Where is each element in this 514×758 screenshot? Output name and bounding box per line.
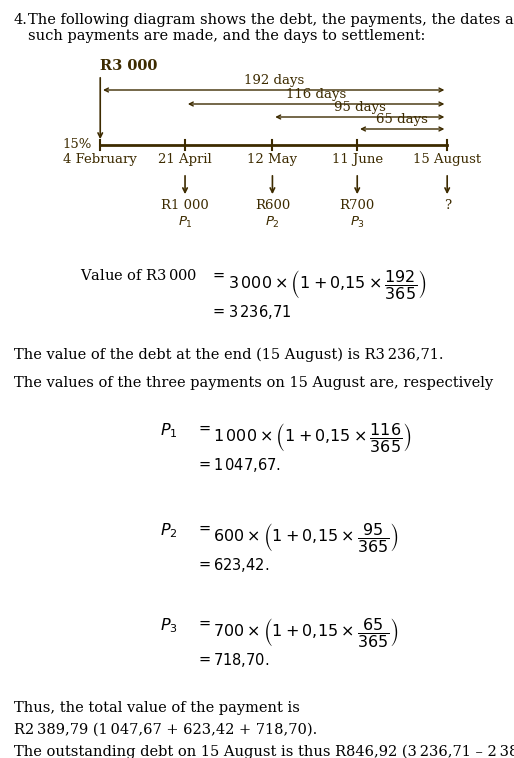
Text: Thus, the total value of the payment is: Thus, the total value of the payment is bbox=[14, 701, 300, 715]
Text: 15%: 15% bbox=[63, 137, 92, 151]
Text: The values of the three payments on 15 August are, respectively: The values of the three payments on 15 A… bbox=[14, 376, 493, 390]
Text: $\mathit{P}_3$: $\mathit{P}_3$ bbox=[350, 215, 365, 230]
Text: such payments are made, and the days to settlement:: such payments are made, and the days to … bbox=[28, 29, 426, 43]
Text: 21 April: 21 April bbox=[158, 153, 212, 166]
Text: R2 389,79 (1 047,67 + 623,42 + 718,70).: R2 389,79 (1 047,67 + 623,42 + 718,70). bbox=[14, 723, 317, 737]
Text: $=$: $=$ bbox=[196, 457, 211, 471]
Text: 116 days: 116 days bbox=[286, 88, 346, 101]
Text: $P_2$: $P_2$ bbox=[160, 521, 178, 540]
Text: $=$: $=$ bbox=[196, 557, 211, 571]
Text: 192 days: 192 days bbox=[244, 74, 304, 87]
Text: 11 June: 11 June bbox=[332, 153, 383, 166]
Text: 95 days: 95 days bbox=[334, 101, 386, 114]
Text: $623{,}42.$: $623{,}42.$ bbox=[213, 556, 269, 574]
Text: The following diagram shows the debt, the payments, the dates at which: The following diagram shows the debt, th… bbox=[28, 13, 514, 27]
Text: 4 February: 4 February bbox=[63, 153, 137, 166]
Text: $1\,000 \times \left(1 + 0{,}15 \times \dfrac{116}{365}\right)$: $1\,000 \times \left(1 + 0{,}15 \times \… bbox=[213, 421, 412, 454]
Text: $700 \times \left(1 + 0{,}15 \times \dfrac{65}{365}\right)$: $700 \times \left(1 + 0{,}15 \times \dfr… bbox=[213, 616, 399, 649]
Text: $600 \times \left(1 + 0{,}15 \times \dfrac{95}{365}\right)$: $600 \times \left(1 + 0{,}15 \times \dfr… bbox=[213, 521, 399, 554]
Text: ?: ? bbox=[444, 199, 451, 212]
Text: $=$: $=$ bbox=[196, 421, 211, 435]
Text: $1\,047{,}67.$: $1\,047{,}67.$ bbox=[213, 456, 281, 474]
Text: 15 August: 15 August bbox=[413, 153, 481, 166]
Text: $718{,}70.$: $718{,}70.$ bbox=[213, 651, 269, 669]
Text: $=$: $=$ bbox=[210, 304, 226, 318]
Text: R600: R600 bbox=[255, 199, 290, 212]
Text: The outstanding debt on 15 August is thus R846,92 (3 236,71 – 2 389,79).: The outstanding debt on 15 August is thu… bbox=[14, 745, 514, 758]
Text: R3 000: R3 000 bbox=[100, 59, 158, 73]
Text: $=$: $=$ bbox=[196, 521, 211, 535]
Text: 12 May: 12 May bbox=[247, 153, 298, 166]
Text: 4.: 4. bbox=[14, 13, 28, 27]
Text: $=$: $=$ bbox=[210, 268, 226, 282]
Text: The value of the debt at the end (15 August) is R3 236,71.: The value of the debt at the end (15 Aug… bbox=[14, 348, 444, 362]
Text: $3\,236{,}71$: $3\,236{,}71$ bbox=[228, 303, 291, 321]
Text: $P_1$: $P_1$ bbox=[160, 421, 178, 440]
Text: $3\,000 \times \left(1 + 0{,}15 \times \dfrac{192}{365}\right)$: $3\,000 \times \left(1 + 0{,}15 \times \… bbox=[228, 268, 427, 301]
Text: $P_3$: $P_3$ bbox=[160, 616, 178, 634]
Text: $\mathit{P}_1$: $\mathit{P}_1$ bbox=[177, 215, 193, 230]
Text: $=$: $=$ bbox=[196, 616, 211, 630]
Text: Value of R3$\,$000: Value of R3$\,$000 bbox=[80, 268, 197, 283]
Text: 65 days: 65 days bbox=[376, 113, 428, 126]
Text: R700: R700 bbox=[340, 199, 375, 212]
Text: $\mathit{P}_2$: $\mathit{P}_2$ bbox=[265, 215, 280, 230]
Text: R1 000: R1 000 bbox=[161, 199, 209, 212]
Text: $=$: $=$ bbox=[196, 652, 211, 666]
